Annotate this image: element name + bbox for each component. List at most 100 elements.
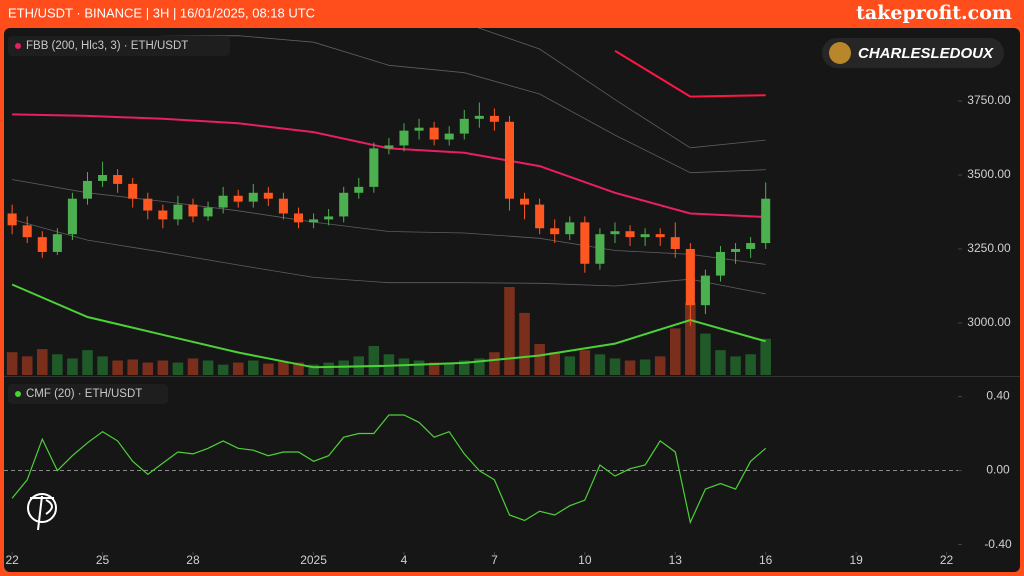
candle-body xyxy=(218,195,228,208)
x-tick-label: 4 xyxy=(401,553,408,567)
price-pane xyxy=(6,28,771,375)
logo xyxy=(27,493,57,531)
candle-body xyxy=(685,248,695,306)
candle-body xyxy=(731,248,741,252)
legend-text: CMF (20) · ETH/USDT xyxy=(26,388,142,400)
candle-body xyxy=(278,198,288,214)
volume-bar xyxy=(187,358,199,375)
volume-bar xyxy=(142,362,154,375)
x-tick-label: 10 xyxy=(578,553,592,567)
volume-bar xyxy=(760,338,771,375)
watermark: CHARLESLEDOUX xyxy=(858,45,994,62)
volume-bar xyxy=(398,358,410,375)
candle-body xyxy=(203,207,213,217)
volume-bar xyxy=(413,360,425,375)
volume-bar xyxy=(654,356,666,375)
volume-bar xyxy=(730,356,741,375)
volume-bar xyxy=(308,364,319,375)
candle-body xyxy=(459,118,469,134)
candle-body xyxy=(700,275,710,306)
x-tick-label: 2025 xyxy=(300,553,327,567)
volume-bar xyxy=(504,287,515,375)
candle-body xyxy=(535,204,545,229)
watermark-badge xyxy=(822,38,1004,68)
y-tick-label: 3250.00 xyxy=(967,241,1011,255)
candle-body xyxy=(399,130,409,146)
candle-body xyxy=(550,228,560,235)
candle-body xyxy=(489,115,499,122)
y-tick-label: -0.40 xyxy=(984,537,1012,551)
candle-body xyxy=(52,234,62,252)
y-tick-label: 0.40 xyxy=(986,389,1010,403)
candle-body xyxy=(128,183,138,199)
volume-bar xyxy=(323,362,334,375)
volume-bar xyxy=(217,364,229,375)
volume-bar xyxy=(248,360,259,375)
candle-body xyxy=(82,180,93,199)
candle-body xyxy=(715,251,726,276)
candle-body xyxy=(746,243,756,249)
band-line xyxy=(12,179,766,265)
candle-body xyxy=(429,127,439,140)
avatar xyxy=(829,42,851,64)
candle-body xyxy=(474,115,484,119)
legend-dot xyxy=(15,43,21,49)
volume-bar xyxy=(443,362,455,375)
legend-box xyxy=(8,384,168,404)
candle-body xyxy=(309,219,319,223)
header-title: ETH/USDT · BINANCE | 3H | 16/01/2025, 08… xyxy=(8,5,315,20)
volume-bar xyxy=(474,358,485,375)
candle-body xyxy=(293,213,304,223)
volume-bar xyxy=(172,362,184,375)
volume-bar xyxy=(202,360,214,375)
volume-bar xyxy=(82,350,93,375)
candle-body xyxy=(263,192,273,199)
x-tick-label: 22 xyxy=(5,553,19,567)
volume-bar xyxy=(594,354,606,375)
volume-bar xyxy=(700,333,711,375)
x-tick-label: 19 xyxy=(849,553,863,567)
volume-bar xyxy=(579,350,591,375)
volume-bar xyxy=(21,356,33,375)
y-tick-label: 0.00 xyxy=(986,463,1010,477)
x-tick-label: 16 xyxy=(759,553,773,567)
volume-bar xyxy=(6,352,18,375)
volume-bar xyxy=(428,362,440,375)
volume-bar xyxy=(519,312,530,375)
candle-body xyxy=(595,234,605,264)
candle-body xyxy=(670,237,680,249)
candle-body xyxy=(113,175,123,184)
volume-bar xyxy=(685,302,696,375)
volume-bar xyxy=(97,356,108,375)
volume-bar xyxy=(564,356,576,375)
candle-body xyxy=(233,195,243,202)
x-tick-label: 13 xyxy=(669,553,683,567)
y-tick-label: 3500.00 xyxy=(967,167,1011,181)
x-tick-label: 28 xyxy=(186,553,200,567)
volume-bar xyxy=(383,354,395,375)
y-tick-label: 3750.00 xyxy=(967,93,1011,107)
volume-bar xyxy=(278,361,289,375)
candle-body xyxy=(610,231,620,235)
candle-body xyxy=(339,192,349,217)
volume-bar xyxy=(67,358,78,375)
candle-body xyxy=(640,234,650,238)
candle-body xyxy=(580,222,590,264)
candle-body xyxy=(565,222,575,235)
candle-body xyxy=(369,148,379,187)
legend-box xyxy=(8,36,230,56)
volume-bar xyxy=(157,360,169,375)
x-tick-label: 22 xyxy=(940,553,954,567)
candle-body xyxy=(143,198,153,211)
volume-bar xyxy=(624,360,636,375)
volume-bar xyxy=(715,350,726,375)
candle-body xyxy=(504,121,515,199)
candle-body xyxy=(173,204,183,220)
candle-body xyxy=(248,192,258,202)
candle-body xyxy=(324,216,334,220)
volume-bar xyxy=(263,363,274,375)
y-tick-label: 3000.00 xyxy=(967,315,1011,329)
volume-bar xyxy=(293,362,304,375)
brand: takeprofit.com xyxy=(856,2,1012,24)
